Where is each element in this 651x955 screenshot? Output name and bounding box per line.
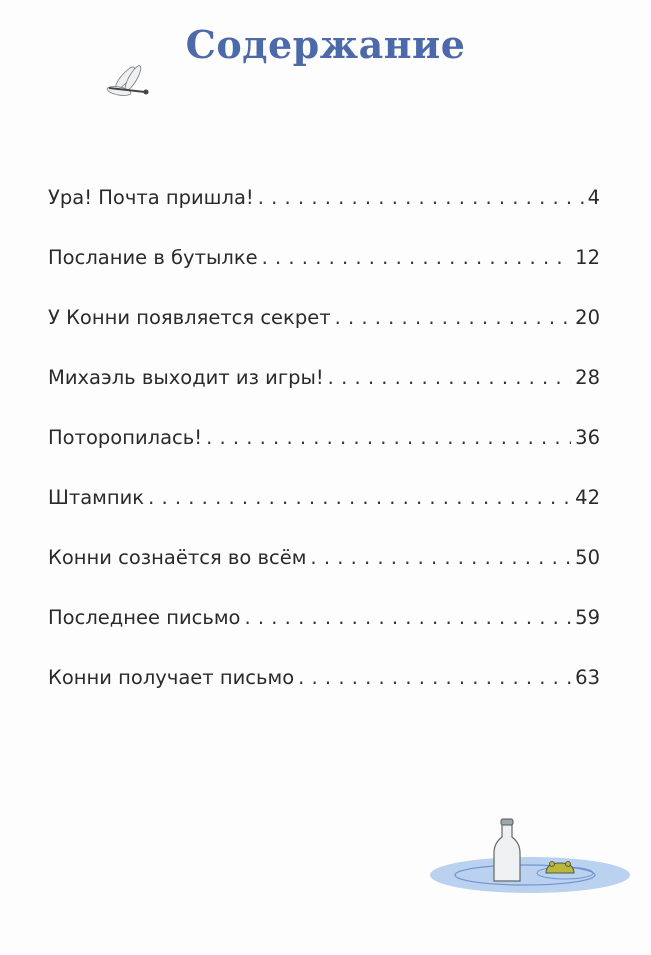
- entry-title: Ура! Почта пришла!: [48, 186, 254, 209]
- entry-title: Последнее письмо: [48, 606, 241, 629]
- dot-leader: [335, 306, 572, 329]
- dot-leader: [206, 426, 571, 449]
- entry-title: Послание в бутылке: [48, 246, 258, 269]
- table-of-contents: Ура! Почта пришла! 4 Послание в бутылке 12…: [48, 186, 600, 726]
- dot-leader: [262, 246, 572, 269]
- toc-entry[interactable]: Конни сознаётся во всём 50: [48, 546, 600, 606]
- entry-page: 4: [587, 186, 600, 209]
- toc-entry[interactable]: Михаэль выходит из игры! 28: [48, 366, 600, 426]
- entry-page: 50: [575, 546, 600, 569]
- toc-entry[interactable]: Поторопилась! 36: [48, 426, 600, 486]
- bottle-frog-illustration: [430, 818, 630, 893]
- dragonfly-illustration: [106, 65, 149, 96]
- entry-page: 20: [575, 306, 600, 329]
- entry-title: Конни получает письмо: [48, 666, 295, 689]
- toc-entry[interactable]: Штампик 42: [48, 486, 600, 546]
- entry-page: 28: [575, 366, 600, 389]
- entry-page: 63: [575, 666, 600, 689]
- entry-title: Михаэль выходит из игры!: [48, 366, 324, 389]
- entry-title: У Конни появляется секрет: [48, 306, 331, 329]
- dot-leader: [310, 546, 571, 569]
- toc-entry[interactable]: У Конни появляется секрет 20: [48, 306, 600, 366]
- toc-entry[interactable]: Конни получает письмо 63: [48, 666, 600, 726]
- dot-leader: [258, 186, 584, 209]
- dot-leader: [298, 666, 571, 689]
- entry-title: Конни сознаётся во всём: [48, 546, 307, 569]
- toc-entry[interactable]: Послание в бутылке 12: [48, 246, 600, 306]
- entry-page: 12: [575, 246, 600, 269]
- entry-page: 36: [575, 426, 600, 449]
- entry-page: 42: [575, 486, 600, 509]
- entry-page: 59: [575, 606, 600, 629]
- page-title: Содержание: [185, 22, 466, 67]
- toc-entry[interactable]: Последнее письмо 59: [48, 606, 600, 666]
- entry-title: Штампик: [48, 486, 145, 509]
- dot-leader: [244, 606, 571, 629]
- toc-entry[interactable]: Ура! Почта пришла! 4: [48, 186, 600, 246]
- dot-leader: [328, 366, 572, 389]
- dot-leader: [148, 486, 571, 509]
- entry-title: Поторопилась!: [48, 426, 203, 449]
